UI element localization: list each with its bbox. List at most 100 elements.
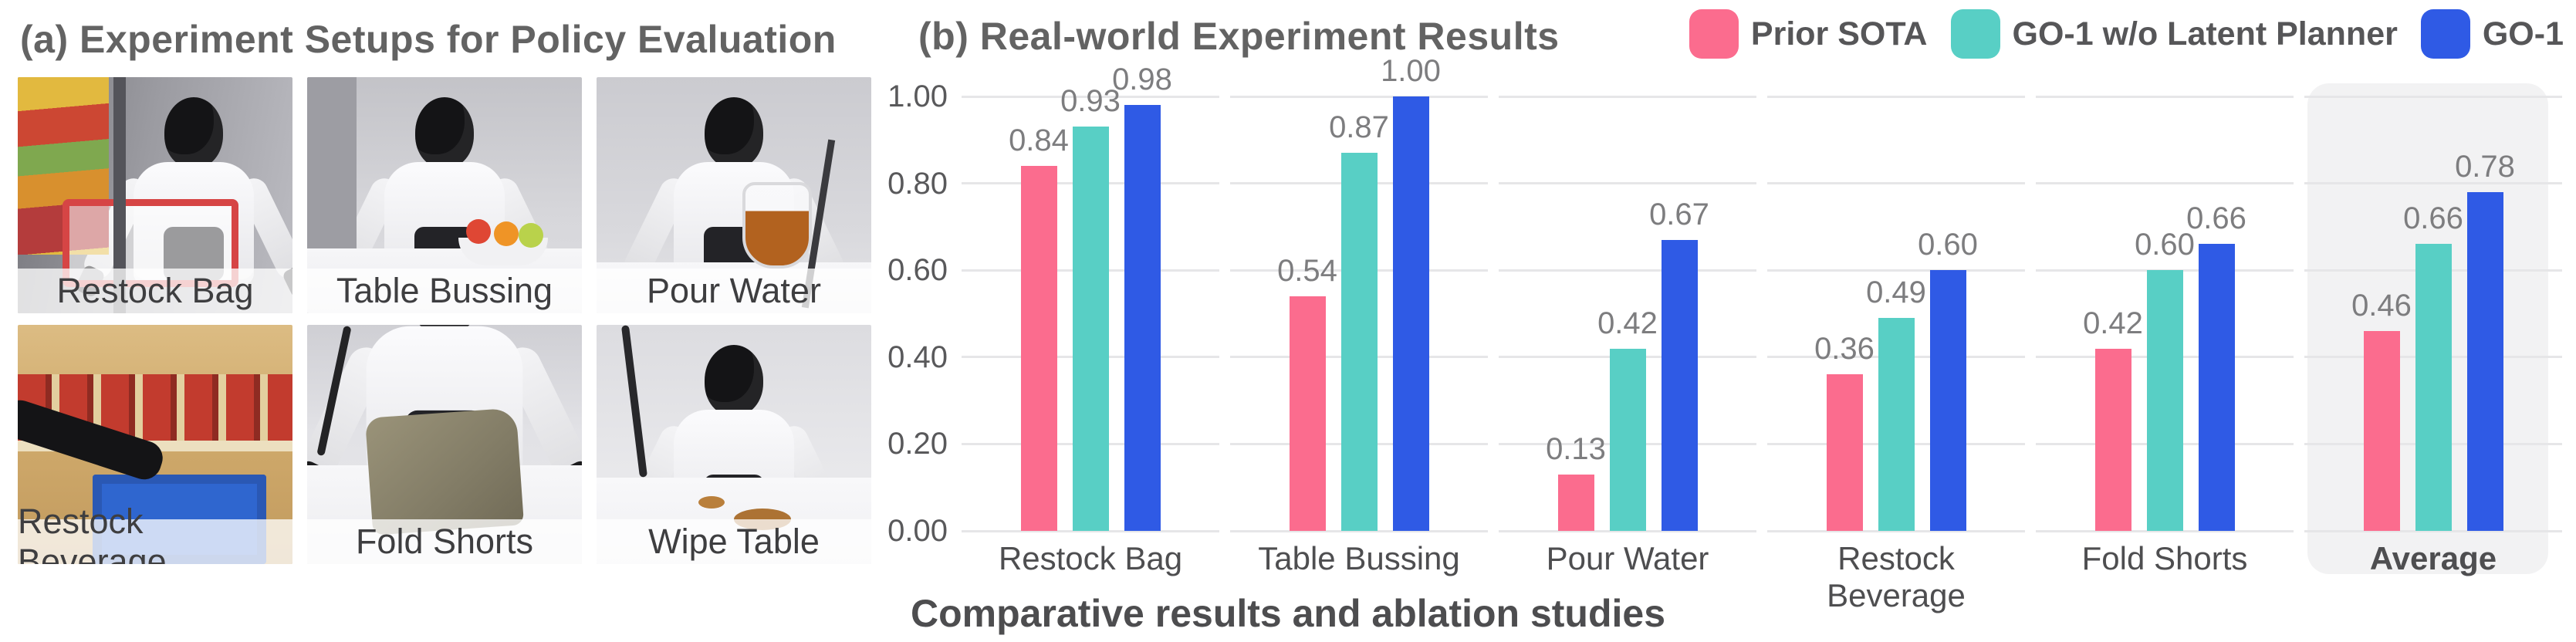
gridline <box>1767 269 2025 272</box>
panel-b-title: (b) Real-world Experiment Results <box>918 15 1560 58</box>
bar-value-label: 1.00 <box>1381 54 1441 88</box>
bar-go-1 <box>1929 270 1966 531</box>
gridline <box>962 95 1219 98</box>
bar-go-1 <box>2198 244 2235 531</box>
bar-prior-sota <box>2094 348 2131 531</box>
gridline <box>1499 95 1756 98</box>
legend-swatch <box>1950 9 2000 59</box>
kettle <box>742 182 812 269</box>
gridline <box>2304 529 2562 532</box>
x-category-label: Average <box>2369 540 2497 576</box>
bar-go-1-w-o-latent-planner <box>2146 270 2183 531</box>
y-axis-tick: 0.20 <box>887 427 948 461</box>
photo-label: Pour Water <box>597 269 871 313</box>
gridline <box>2036 529 2294 532</box>
bar-go-1 <box>1661 239 1698 531</box>
bar-value-label: 0.98 <box>1112 63 1172 97</box>
bar-value-label: 0.66 <box>2186 201 2246 236</box>
legend-swatch <box>2420 9 2470 59</box>
gridline <box>1499 182 1756 185</box>
gridline <box>962 529 1219 532</box>
panel-a-title: (a) Experiment Setups for Policy Evaluat… <box>20 18 837 61</box>
bar-go-1-w-o-latent-planner <box>1878 318 1915 531</box>
photo-label: Wipe Table <box>597 519 871 564</box>
bar-value-label: 0.42 <box>1597 306 1658 340</box>
bar-value-label: 0.67 <box>1649 197 1709 231</box>
photo-label: Fold Shorts <box>307 519 582 564</box>
bar-value-label: 0.93 <box>1060 84 1121 119</box>
bar-value-label: 0.49 <box>1866 275 1926 310</box>
gridline <box>1230 529 1488 532</box>
fruit-bowl <box>458 219 548 265</box>
bar-prior-sota <box>1020 166 1057 531</box>
photo-restock-bag: Restock Bag <box>18 77 292 313</box>
bar-prior-sota <box>1557 474 1594 531</box>
bar-go-1-w-o-latent-planner <box>1609 348 1646 531</box>
legend-label: GO-1 w/o Latent Planner <box>2012 15 2398 52</box>
photo-table-bussing: Table Bussing <box>307 77 582 313</box>
bar-value-label: 0.60 <box>2135 228 2195 262</box>
chart-legend: Prior SOTA GO-1 w/o Latent Planner GO-1 <box>1666 9 2564 59</box>
photo-label: Restock Bag <box>18 269 292 313</box>
bar-value-label: 0.46 <box>2351 289 2412 323</box>
gridline <box>1767 182 2025 185</box>
photo-restock-beverage: Restock Beverage <box>18 325 292 564</box>
photo-fold-shorts: Fold Shorts <box>307 325 582 564</box>
robot-head <box>164 97 223 168</box>
gridline <box>1499 529 1756 532</box>
shorts <box>364 407 525 536</box>
x-category-label: Fold Shorts <box>2081 540 2248 576</box>
y-axis-tick: 0.80 <box>887 166 948 201</box>
legend-swatch <box>1689 9 1739 59</box>
legend-label: Prior SOTA <box>1750 15 1928 52</box>
bar-value-label: 0.54 <box>1277 253 1337 288</box>
photo-pour-water: Pour Water <box>597 77 871 313</box>
bar-value-label: 0.60 <box>1918 228 1978 262</box>
gridline <box>1499 269 1756 272</box>
bar-go-1 <box>1124 105 1161 531</box>
photo-label: Table Bussing <box>307 269 582 313</box>
bar-prior-sota <box>2363 331 2400 531</box>
bar-value-label: 0.84 <box>1009 123 1069 158</box>
y-axis-tick: 1.00 <box>887 79 948 113</box>
gridline <box>1767 95 2025 98</box>
gridline <box>2036 95 2294 98</box>
legend-label: GO-1 <box>2482 15 2564 52</box>
x-category-label: Table Bussing <box>1258 540 1460 576</box>
photo-label: Restock Beverage <box>18 502 292 564</box>
figure-caption: Comparative results and ablation studies <box>910 592 1666 635</box>
bar-go-1-w-o-latent-planner <box>1072 127 1109 531</box>
shelf-pole <box>113 77 126 313</box>
bar-value-label: 0.87 <box>1329 110 1389 145</box>
bar-value-label: 0.66 <box>2403 201 2463 236</box>
bar-value-label: 0.42 <box>2083 306 2143 340</box>
bar-go-1 <box>1392 96 1429 531</box>
y-axis-tick: 0.40 <box>887 340 948 374</box>
bar-prior-sota <box>1826 374 1863 531</box>
gridline <box>2036 182 2294 185</box>
robot-head <box>705 97 763 168</box>
bar-prior-sota <box>1289 296 1326 531</box>
y-axis-tick: 0.60 <box>887 253 948 288</box>
y-axis-tick: 0.00 <box>887 514 948 548</box>
gridline <box>2304 95 2562 98</box>
legend-item: GO-1 <box>2420 9 2564 59</box>
bar-value-label: 0.36 <box>1814 332 1875 367</box>
robot-head <box>705 345 763 416</box>
gridline <box>1230 95 1488 98</box>
x-category-label: Restock Bag <box>998 540 1183 576</box>
legend-item: Prior SOTA <box>1689 9 1928 59</box>
photo-wipe-table: Wipe Table <box>597 325 871 564</box>
x-category-label: Restock Beverage <box>1827 540 1966 613</box>
robot-head <box>415 97 474 168</box>
legend-item: GO-1 w/o Latent Planner <box>1950 9 2398 59</box>
bar-value-label: 0.13 <box>1546 431 1606 466</box>
gridline <box>1767 529 2025 532</box>
x-category-label: Pour Water <box>1546 540 1709 576</box>
bar-go-1-w-o-latent-planner <box>2415 244 2452 531</box>
bar-go-1 <box>2466 191 2503 531</box>
bar-go-1-w-o-latent-planner <box>1340 153 1378 531</box>
gridline <box>2304 182 2562 185</box>
